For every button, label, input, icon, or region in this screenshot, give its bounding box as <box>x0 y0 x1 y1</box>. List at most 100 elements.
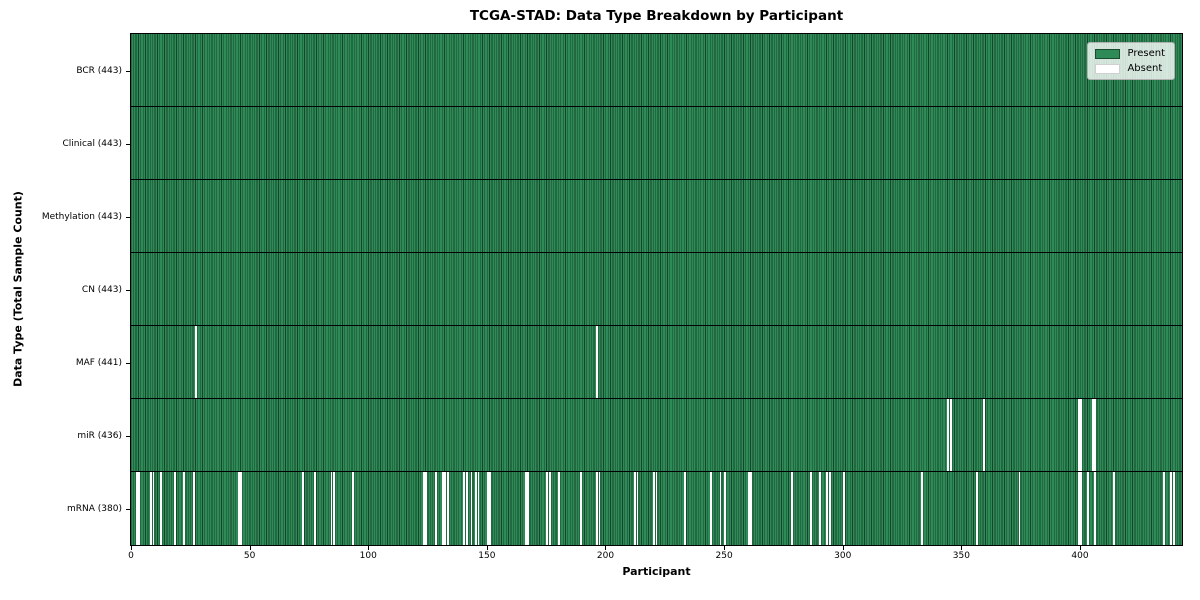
absent-cell-miR-400 <box>1080 399 1083 471</box>
absent-cell-mRNA-140 <box>463 472 466 545</box>
y-tick-label-MAF: MAF (441) <box>75 357 122 368</box>
x-tick-label-350: 350 <box>952 551 970 561</box>
absent-cell-mRNA-261 <box>750 472 753 545</box>
absent-cell-mRNA-9 <box>152 472 155 545</box>
absent-cell-mRNA-18 <box>173 472 176 545</box>
absent-cell-mRNA-333 <box>921 472 924 545</box>
absent-cell-mRNA-286 <box>809 472 812 545</box>
absent-cell-mRNA-133 <box>446 472 449 545</box>
absent-cell-mRNA-435 <box>1163 472 1166 545</box>
x-tick-label-150: 150 <box>478 551 496 561</box>
absent-cell-mRNA-248 <box>719 472 722 545</box>
legend-label-present: Present <box>1127 48 1165 59</box>
y-tick-mark-MAF <box>126 362 130 364</box>
y-tick-mark-miR <box>126 435 130 437</box>
absent-cell-mRNA-2 <box>135 472 138 545</box>
absent-cell-mRNA-141 <box>465 472 468 545</box>
absent-cell-miR-399 <box>1077 399 1080 471</box>
absent-cell-mRNA-438 <box>1170 472 1173 545</box>
absent-cell-mRNA-72 <box>302 472 304 545</box>
absent-cell-mRNA-22 <box>183 472 186 545</box>
x-tick-mark-350 <box>961 546 963 550</box>
row-band-miR <box>131 399 1182 472</box>
row-band-Methylation <box>131 180 1182 253</box>
absent-cell-miR-344 <box>947 399 950 471</box>
absent-cell-mRNA-403 <box>1087 472 1090 545</box>
x-tick-mark-400 <box>1079 546 1081 550</box>
legend-label-absent: Absent <box>1127 63 1163 74</box>
y-tick-label-BCR: BCR (443) <box>76 65 122 76</box>
absent-cell-mRNA-146 <box>477 472 480 545</box>
absent-cell-mRNA-233 <box>684 472 686 545</box>
absent-cell-mRNA-290 <box>819 472 822 545</box>
absent-cell-MAF-27 <box>195 326 198 398</box>
absent-cell-mRNA-3 <box>138 472 141 545</box>
row-band-BCR <box>131 34 1182 107</box>
absent-cell-mRNA-374 <box>1018 472 1021 545</box>
absent-cell-mRNA-128 <box>434 472 437 545</box>
y-tick-label-miR: miR (436) <box>77 430 122 441</box>
absent-cell-mRNA-85 <box>332 472 335 545</box>
legend-swatch-present-icon <box>1095 48 1121 59</box>
x-tick-label-200: 200 <box>596 551 615 561</box>
legend-swatch-absent-icon <box>1095 63 1121 74</box>
absent-cell-mRNA-278 <box>790 472 793 545</box>
y-tick-mark-Clinical <box>126 143 130 145</box>
y-tick-label-Methylation: Methylation (443) <box>41 211 122 222</box>
x-axis-label: Participant <box>622 565 691 578</box>
absent-cell-mRNA-414 <box>1113 472 1116 545</box>
absent-cell-mRNA-439 <box>1172 472 1175 545</box>
absent-cell-miR-345 <box>949 399 952 471</box>
y-tick-label-Clinical: Clinical (443) <box>62 138 122 149</box>
absent-cell-miR-359 <box>982 399 985 471</box>
absent-cell-mRNA-300 <box>842 472 845 545</box>
absent-cell-mRNA-220 <box>653 472 656 545</box>
x-tick-label-300: 300 <box>834 551 852 561</box>
x-tick-mark-250 <box>724 546 726 550</box>
absent-cell-miR-406 <box>1094 399 1097 471</box>
y-tick-label-CN: CN (443) <box>81 284 122 295</box>
absent-cell-mRNA-84 <box>330 472 333 545</box>
absent-cell-mRNA-294 <box>828 472 831 545</box>
absent-cell-mRNA-250 <box>724 472 727 545</box>
x-tick-label-50: 50 <box>243 551 256 561</box>
absent-cell-mRNA-180 <box>558 472 561 545</box>
absent-cell-mRNA-213 <box>636 472 639 545</box>
absent-cell-mRNA-189 <box>579 472 582 545</box>
absent-cell-mRNA-400 <box>1080 472 1083 545</box>
row-band-CN <box>131 253 1182 326</box>
absent-cell-mRNA-12 <box>159 472 162 545</box>
absent-cell-mRNA-356 <box>975 472 978 545</box>
absent-cell-mRNA-123 <box>423 472 425 545</box>
absent-cell-mRNA-166 <box>525 472 527 545</box>
x-tick-label-100: 100 <box>359 551 377 561</box>
absent-cell-mRNA-145 <box>475 472 478 545</box>
row-band-Clinical <box>131 107 1182 180</box>
absent-cell-mRNA-293 <box>826 472 829 545</box>
absent-cell-mRNA-244 <box>710 472 712 545</box>
x-tick-mark-200 <box>605 546 607 550</box>
absent-cell-mRNA-8 <box>150 472 153 545</box>
x-tick-label-0: 0 <box>128 551 134 561</box>
legend-entry-absent: Absent <box>1095 63 1165 74</box>
absent-cell-mRNA-93 <box>351 472 354 545</box>
plot-area: Present Absent <box>130 33 1183 546</box>
y-tick-mark-Methylation <box>126 216 130 218</box>
x-tick-mark-50 <box>249 546 251 550</box>
absent-cell-mRNA-175 <box>546 472 549 545</box>
absent-cell-miR-405 <box>1092 399 1094 471</box>
x-tick-labels: 0 50 100 150 200 250 300 350 400 <box>128 551 1183 563</box>
x-tick-marks <box>130 546 1183 550</box>
absent-cell-mRNA-143 <box>470 472 473 545</box>
absent-cell-mRNA-221 <box>655 472 658 545</box>
y-tick-mark-CN <box>126 289 130 291</box>
absent-cell-mRNA-77 <box>313 472 316 545</box>
y-tick-labels: BCR (443) Clinical (443) Methylation (443)… <box>0 34 122 545</box>
absent-cell-mRNA-151 <box>489 472 492 545</box>
row-band-MAF <box>131 326 1182 399</box>
x-tick-mark-150 <box>486 546 488 550</box>
chart-title: TCGA-STAD: Data Type Breakdown by Partic… <box>469 8 844 24</box>
x-tick-mark-100 <box>368 546 370 550</box>
absent-cell-mRNA-176 <box>548 472 551 545</box>
absent-cell-mRNA-212 <box>634 472 637 545</box>
